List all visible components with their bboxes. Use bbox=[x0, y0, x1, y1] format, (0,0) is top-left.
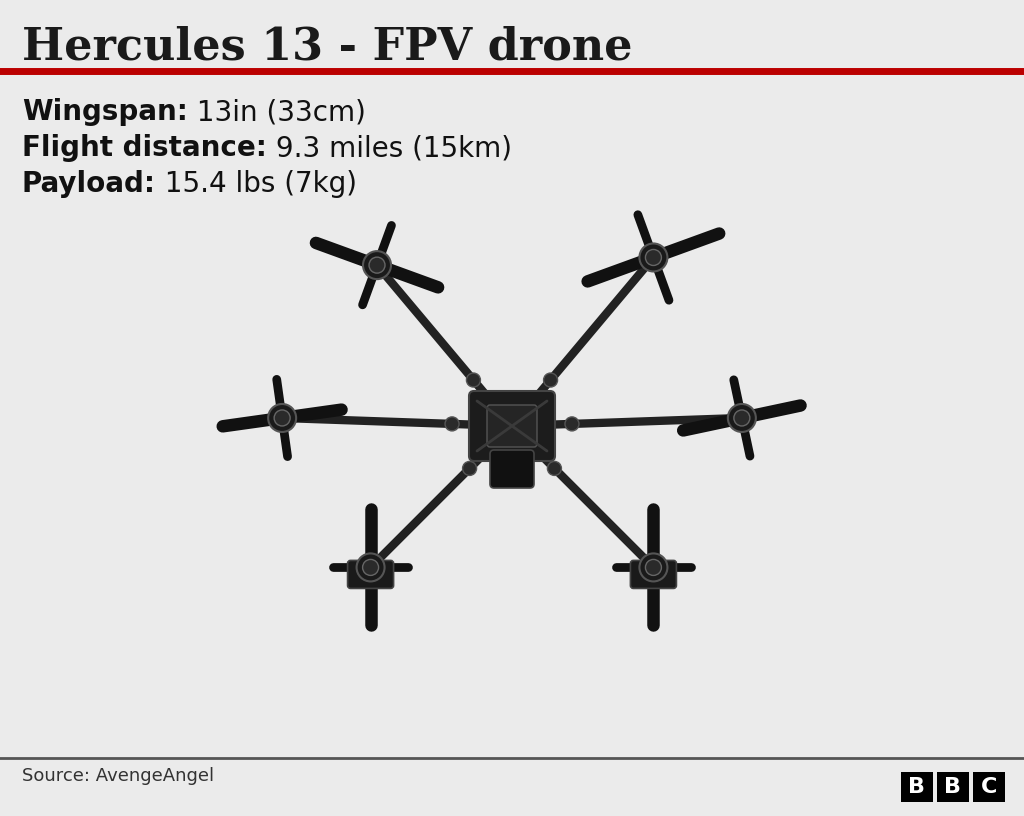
FancyBboxPatch shape bbox=[469, 391, 555, 461]
Text: B: B bbox=[908, 777, 926, 797]
Circle shape bbox=[639, 553, 668, 582]
Text: Source: AvengeAngel: Source: AvengeAngel bbox=[22, 767, 214, 785]
FancyBboxPatch shape bbox=[490, 450, 534, 488]
Circle shape bbox=[364, 251, 391, 279]
FancyBboxPatch shape bbox=[901, 772, 933, 802]
Text: Hercules 13 - FPV drone: Hercules 13 - FPV drone bbox=[22, 26, 633, 69]
FancyBboxPatch shape bbox=[347, 561, 393, 588]
Circle shape bbox=[544, 373, 557, 387]
Text: 13in (33cm): 13in (33cm) bbox=[187, 98, 366, 126]
Circle shape bbox=[734, 410, 750, 426]
Text: Wingspan:: Wingspan: bbox=[22, 98, 187, 126]
FancyBboxPatch shape bbox=[487, 405, 537, 447]
Circle shape bbox=[548, 461, 561, 476]
Text: C: C bbox=[981, 777, 997, 797]
Circle shape bbox=[356, 553, 385, 582]
Circle shape bbox=[467, 373, 480, 387]
FancyBboxPatch shape bbox=[631, 561, 677, 588]
Circle shape bbox=[445, 417, 459, 431]
Circle shape bbox=[565, 417, 579, 431]
Circle shape bbox=[369, 257, 385, 273]
Circle shape bbox=[268, 404, 296, 432]
Circle shape bbox=[639, 243, 668, 272]
Text: 9.3 miles (15km): 9.3 miles (15km) bbox=[267, 134, 512, 162]
Circle shape bbox=[274, 410, 290, 426]
FancyBboxPatch shape bbox=[973, 772, 1005, 802]
Circle shape bbox=[463, 461, 476, 476]
Text: B: B bbox=[944, 777, 962, 797]
Text: Payload:: Payload: bbox=[22, 170, 156, 198]
FancyBboxPatch shape bbox=[937, 772, 969, 802]
Text: 15.4 lbs (7kg): 15.4 lbs (7kg) bbox=[156, 170, 357, 198]
Circle shape bbox=[645, 560, 662, 575]
Circle shape bbox=[645, 250, 662, 265]
Circle shape bbox=[728, 404, 756, 432]
Circle shape bbox=[362, 560, 379, 575]
Text: Flight distance:: Flight distance: bbox=[22, 134, 267, 162]
